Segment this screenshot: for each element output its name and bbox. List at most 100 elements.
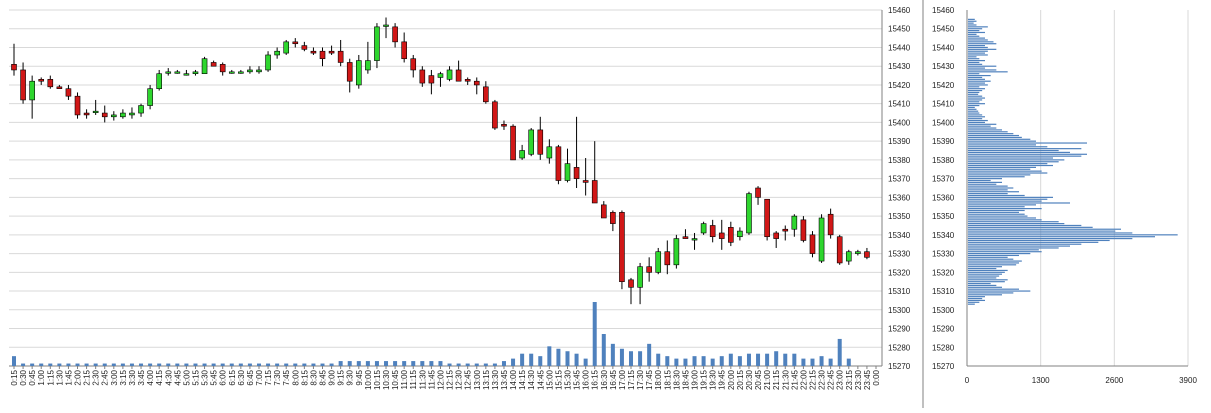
- candle-down: [591, 180, 598, 204]
- x-tick-label: 0:30: [19, 369, 28, 385]
- profile-y-tick-label: 15320: [932, 268, 955, 277]
- profile-bar: [968, 22, 974, 24]
- x-tick-label: 1:30: [55, 369, 64, 385]
- candle-down: [65, 88, 72, 97]
- x-tick-label: 16:15: [591, 369, 600, 390]
- volume-bar: [157, 363, 162, 366]
- x-tick-label: 2:15: [83, 369, 92, 385]
- profile-y-tick-label: 15390: [932, 137, 955, 146]
- x-tick-label: 4:00: [146, 369, 155, 385]
- volume-bar: [220, 363, 225, 366]
- volume-bar: [393, 361, 398, 366]
- y-tick-label: 15390: [888, 137, 911, 146]
- x-tick-label: 19:45: [718, 369, 727, 390]
- profile-bar: [968, 198, 1048, 200]
- x-tick-label: 20:30: [745, 369, 754, 390]
- volume-bar: [411, 361, 416, 366]
- x-tick-label: 15:00: [545, 369, 554, 390]
- profile-bar: [968, 294, 1002, 296]
- profile-bar: [968, 282, 991, 285]
- profile-bar: [968, 161, 1059, 163]
- volume-bar: [293, 363, 298, 366]
- profile-bar: [968, 281, 1005, 283]
- profile-y-tick-label: 15440: [932, 43, 955, 52]
- candle-down: [210, 62, 217, 67]
- x-tick-label: 3:15: [119, 369, 128, 385]
- profile-bar: [968, 254, 1019, 257]
- candle-down: [20, 69, 26, 101]
- candle-up: [746, 193, 752, 234]
- candle-down: [827, 213, 834, 236]
- x-tick-label: 13:00: [473, 369, 482, 390]
- candle-down: [501, 123, 507, 127]
- x-tick-label: 10:30: [382, 369, 391, 390]
- profile-bar: [968, 226, 1093, 228]
- profile-bar: [968, 267, 997, 270]
- x-tick-label: 7:15: [264, 369, 273, 385]
- profile-bar: [968, 262, 1019, 264]
- candle-up: [129, 112, 135, 116]
- candle-down: [310, 50, 317, 54]
- profile-x-tick-label: 1300: [1032, 376, 1050, 385]
- candle-down: [800, 219, 807, 241]
- profile-bar: [968, 183, 997, 185]
- x-tick-label: 2:45: [101, 369, 110, 385]
- profile-bar: [968, 264, 1017, 266]
- x-tick-label: 0:45: [28, 369, 37, 385]
- x-tick-label: 20:15: [736, 369, 745, 390]
- x-tick-label: 4:15: [155, 369, 164, 385]
- x-tick-label: 17:30: [636, 369, 645, 390]
- candle-down: [492, 101, 498, 129]
- x-tick-label: 7:45: [282, 369, 291, 385]
- profile-bar: [968, 103, 985, 105]
- candle-up: [111, 114, 117, 118]
- candle-down: [74, 95, 81, 116]
- profile-bar: [968, 194, 1025, 197]
- profile-bar: [968, 67, 985, 69]
- profile-bar: [968, 80, 991, 82]
- profile-bar: [968, 251, 1042, 253]
- volume-bar: [21, 363, 26, 366]
- volume-bar: [801, 358, 806, 366]
- profile-y-tick-label: 15280: [932, 343, 955, 352]
- profile-y-tick-label: 15450: [932, 25, 955, 34]
- profile-bar: [968, 202, 1070, 204]
- x-tick-label: 23:45: [863, 369, 872, 390]
- x-tick-label: 6:15: [228, 369, 237, 385]
- volume-bar: [102, 363, 107, 366]
- candle-down: [292, 41, 299, 45]
- x-tick-label: 19:15: [700, 369, 709, 390]
- volume-bar: [420, 361, 425, 366]
- x-tick-label: 21:45: [790, 369, 799, 390]
- x-tick-label: 12:45: [464, 369, 473, 390]
- x-tick-label: 8:15: [300, 369, 309, 385]
- candle-up: [138, 105, 144, 114]
- profile-bar: [968, 127, 997, 129]
- candle-down: [38, 79, 45, 82]
- volume-bar: [320, 363, 325, 366]
- profile-bar: [968, 54, 988, 56]
- x-tick-label: 7:00: [255, 369, 264, 385]
- profile-bar: [968, 277, 997, 279]
- profile-bar: [968, 258, 1014, 260]
- profile-bar: [968, 299, 985, 302]
- volume-bar: [148, 363, 153, 366]
- candle-up: [256, 69, 262, 73]
- y-tick-label: 15280: [888, 343, 911, 352]
- profile-bar: [968, 239, 1110, 242]
- candle-down: [428, 75, 435, 84]
- x-tick-label: 9:45: [355, 369, 364, 385]
- x-tick-label: 16:45: [609, 369, 618, 390]
- profile-bar: [968, 35, 980, 37]
- profile-bar: [968, 170, 1042, 172]
- volume-bar: [84, 363, 89, 366]
- candle-up: [528, 129, 535, 155]
- volume-bar: [338, 361, 343, 366]
- volume-bar: [783, 353, 788, 366]
- profile-bar: [968, 217, 1036, 219]
- volume-bar: [701, 356, 706, 366]
- x-tick-label: 11:15: [409, 369, 418, 389]
- candle-up: [247, 69, 253, 73]
- profile-bar: [968, 149, 1059, 152]
